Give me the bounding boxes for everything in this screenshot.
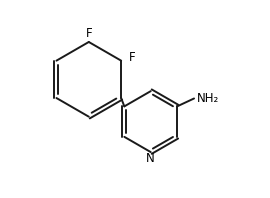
Text: NH₂: NH₂ (197, 92, 219, 105)
Text: F: F (129, 51, 136, 64)
Text: N: N (146, 152, 155, 166)
Text: F: F (86, 27, 92, 40)
